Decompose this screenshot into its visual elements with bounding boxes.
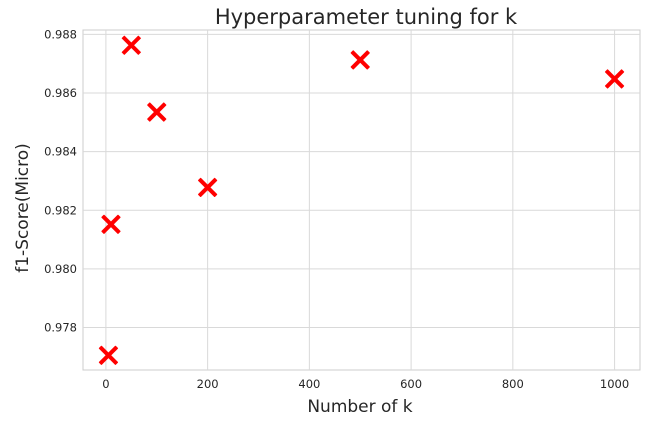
x-tick-label: 600 — [400, 377, 422, 391]
x-axis-label: Number of k — [307, 397, 412, 417]
plot-frame — [82, 29, 641, 371]
y-tick-label: 0.988 — [44, 27, 77, 41]
x-tick-label: 200 — [197, 377, 219, 391]
y-tick-label: 0.986 — [44, 86, 77, 100]
x-marker — [350, 50, 370, 70]
x-tick-label: 0 — [102, 377, 109, 391]
y-tick-label: 0.982 — [44, 203, 77, 217]
data-point — [121, 35, 141, 55]
x-marker — [198, 177, 218, 197]
y-tick-label: 0.978 — [44, 321, 77, 335]
plot-area: 0 200 400 600 800 1000 0.978 0.980 0.982 0.984 0.9… — [44, 27, 641, 391]
x-tick-label: 800 — [502, 377, 524, 391]
data-point — [147, 102, 167, 122]
y-tick-label: 0.980 — [44, 262, 77, 276]
y-tick-label: 0.984 — [44, 145, 77, 159]
data-point — [198, 177, 218, 197]
y-axis-label: f1-Score(Micro) — [13, 143, 33, 273]
x-marker — [147, 102, 167, 122]
x-tick-label: 1000 — [600, 377, 629, 391]
x-tick-label: 400 — [298, 377, 320, 391]
data-point — [98, 345, 119, 365]
x-marker — [604, 69, 625, 89]
data-point — [101, 214, 121, 234]
chart-title: Hyperparameter tuning for k — [215, 5, 518, 29]
x-marker — [121, 35, 141, 55]
x-marker — [98, 345, 119, 365]
data-point — [350, 50, 370, 70]
x-marker — [101, 214, 121, 234]
data-point — [604, 69, 625, 89]
